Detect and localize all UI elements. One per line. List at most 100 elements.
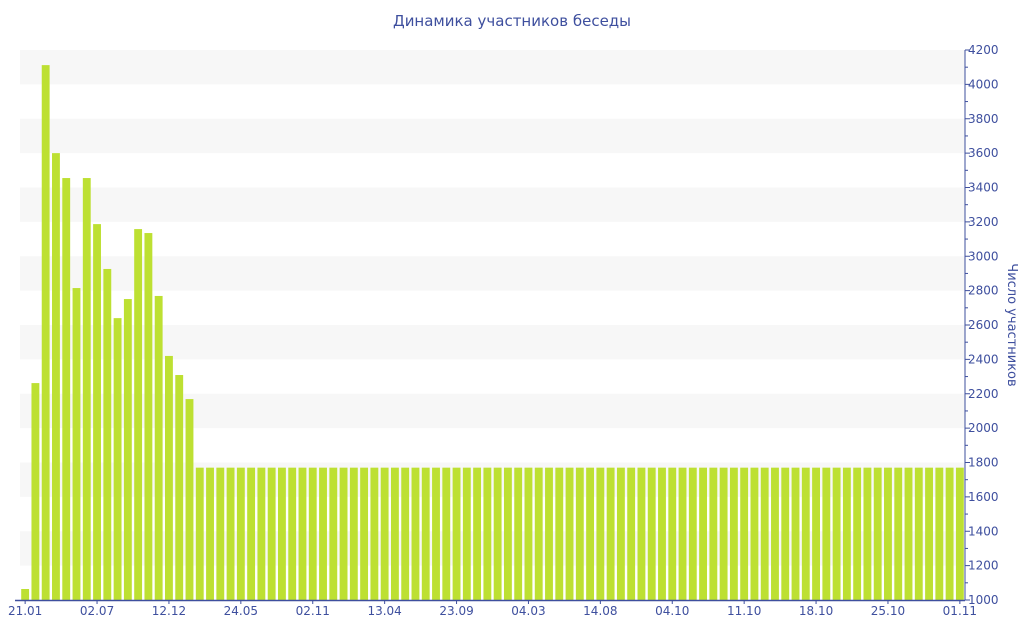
bar [606,467,615,600]
x-tick-label: 01.11 [943,604,977,618]
bar [41,65,50,600]
bar [812,467,820,600]
bar [914,467,923,600]
bar [955,467,964,600]
bar [62,178,71,600]
grid-band [20,187,965,222]
bar [185,399,194,600]
bar [195,467,204,600]
bar [925,467,933,600]
bar [750,467,759,600]
bar [483,467,492,600]
bar [945,467,954,600]
y-tick-label: 2800 [968,284,999,298]
bar [832,467,841,600]
bar [226,467,235,600]
x-tick-label: 04.10 [655,604,689,618]
y-axis-label: Число участников [1004,263,1019,386]
y-tick-label: 1800 [968,456,999,470]
bar [596,467,605,600]
bar [545,467,553,600]
bar [288,467,297,600]
bar [801,467,810,600]
bar [123,299,132,600]
bar [411,467,420,600]
bar [616,467,625,600]
y-tick-label: 1200 [968,559,999,573]
bar [82,178,91,600]
x-tick-label: 02.11 [296,604,330,618]
y-tick-label: 2600 [968,318,999,332]
bar [442,467,451,600]
bar [904,467,913,600]
bar [534,467,543,600]
bar [699,467,708,600]
y-tick-label: 3600 [968,146,999,160]
x-tick-label: 25.10 [871,604,905,618]
bar [647,467,656,600]
bar [144,233,153,600]
bar [390,467,399,600]
bar [329,467,338,600]
bar [863,467,872,600]
bar [503,467,512,600]
bar [822,467,831,600]
y-tick-label: 2200 [968,387,999,401]
bar [873,467,882,600]
bar [473,467,482,600]
bar [791,467,800,600]
y-tick-label: 2000 [968,421,999,435]
x-tick-label: 21.01 [8,604,42,618]
grid-band [20,325,965,360]
bar [575,467,584,600]
bar [267,467,276,600]
bar [586,467,595,600]
bar [627,467,636,600]
bar [216,467,225,600]
bar [565,467,574,600]
x-tick-label: 14.08 [583,604,617,618]
bar [319,467,327,600]
y-tick-label: 4200 [968,43,999,57]
bar [524,467,533,600]
bar [678,467,687,600]
y-tick-label: 4000 [968,77,999,91]
x-tick-label: 12.12 [152,604,186,618]
y-tick-label: 1600 [968,490,999,504]
bar [339,467,348,600]
bar [206,467,214,600]
bar [729,467,738,600]
bar [370,467,379,600]
bar [93,224,101,600]
bar [935,467,944,600]
y-tick-label: 3800 [968,112,999,126]
bar [771,467,779,600]
bar [21,589,30,600]
y-tick-label: 1400 [968,524,999,538]
bar [719,467,728,600]
bar [175,375,184,600]
chart-title: Динамика участников беседы [392,12,632,30]
bar [277,467,286,600]
y-tick-label: 2400 [968,352,999,366]
bar [853,467,862,600]
bar [380,467,389,600]
bar [668,467,677,600]
bar [247,467,256,600]
bar [452,467,461,600]
grid-band [20,256,965,291]
bar [740,467,749,600]
bar [308,467,317,600]
bar [709,467,718,600]
y-tick-label: 3200 [968,215,999,229]
bar [555,467,564,600]
bar [360,467,369,600]
bar [349,467,358,600]
bar [514,467,523,600]
bar [165,355,173,600]
y-tick-label: 3400 [968,181,999,195]
x-tick-label: 18.10 [799,604,833,618]
bar [637,467,646,600]
